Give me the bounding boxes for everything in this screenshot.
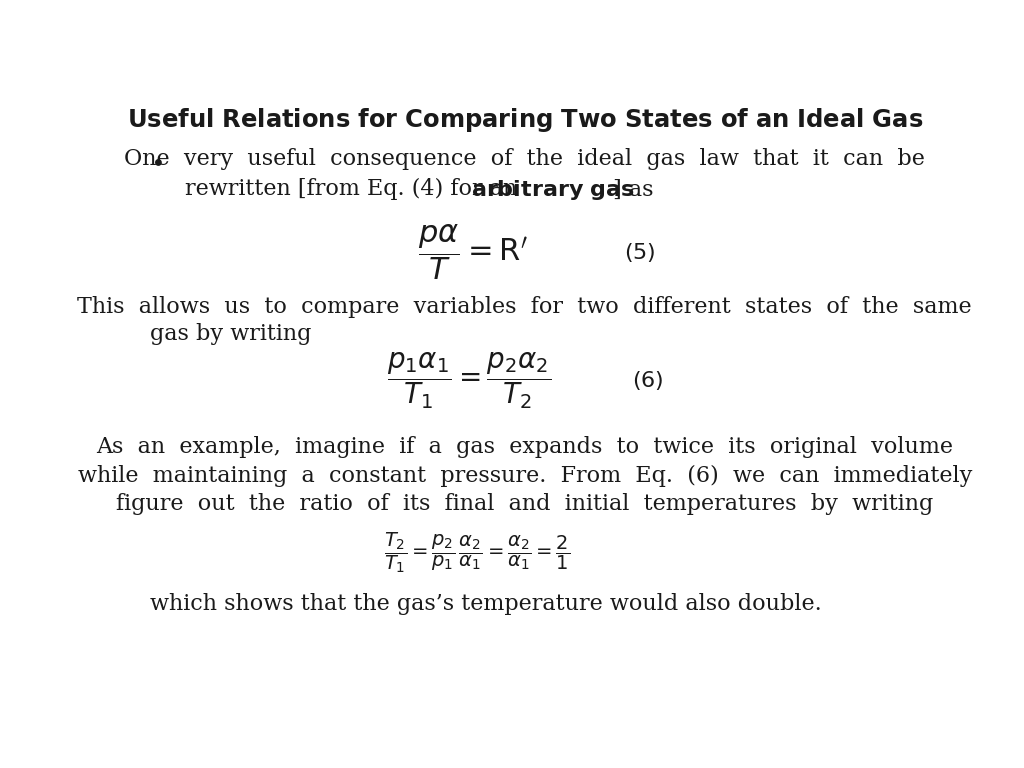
Text: $(5)$: $(5)$ (624, 241, 655, 264)
Text: As  an  example,  imagine  if  a  gas  expands  to  twice  its  original  volume: As an example, imagine if a gas expands … (96, 436, 953, 458)
Text: One  very  useful  consequence  of  the  ideal  gas  law  that  it  can  be: One very useful consequence of the ideal… (124, 147, 926, 170)
Text: figure  out  the  ratio  of  its  final  and  initial  temperatures  by  writing: figure out the ratio of its final and in… (116, 493, 934, 515)
Text: $\mathbf{arbitrary\ gas}$: $\mathbf{arbitrary\ gas}$ (471, 178, 635, 203)
Text: gas by writing: gas by writing (151, 323, 311, 345)
Text: $\bullet$: $\bullet$ (151, 150, 163, 173)
Text: $\dfrac{p\alpha}{T} = \mathrm{R{'}}$: $\dfrac{p\alpha}{T} = \mathrm{R{'}}$ (418, 223, 528, 282)
Text: $(6)$: $(6)$ (632, 369, 664, 392)
Text: $\dfrac{T_2}{T_1} = \dfrac{p_2}{p_1}\,\dfrac{\alpha_2}{\alpha_1} = \dfrac{\alpha: $\dfrac{T_2}{T_1} = \dfrac{p_2}{p_1}\,\d… (384, 530, 570, 575)
Text: rewritten [from Eq. (4) for an: rewritten [from Eq. (4) for an (185, 178, 524, 200)
Text: $\mathbf{Useful\ Relations\ for\ Comparing\ Two\ States\ of\ an\ Ideal\ Gas}$: $\mathbf{Useful\ Relations\ for\ Compari… (127, 106, 923, 134)
Text: while  maintaining  a  constant  pressure.  From  Eq.  (6)  we  can  immediately: while maintaining a constant pressure. F… (78, 465, 972, 487)
Text: $\dfrac{p_1\alpha_1}{T_1} = \dfrac{p_2\alpha_2}{T_2}$: $\dfrac{p_1\alpha_1}{T_1} = \dfrac{p_2\a… (387, 351, 551, 411)
Text: ] as: ] as (613, 178, 653, 200)
Text: which shows that the gas’s temperature would also double.: which shows that the gas’s temperature w… (151, 593, 822, 614)
Text: This  allows  us  to  compare  variables  for  two  different  states  of  the  : This allows us to compare variables for … (78, 296, 972, 318)
